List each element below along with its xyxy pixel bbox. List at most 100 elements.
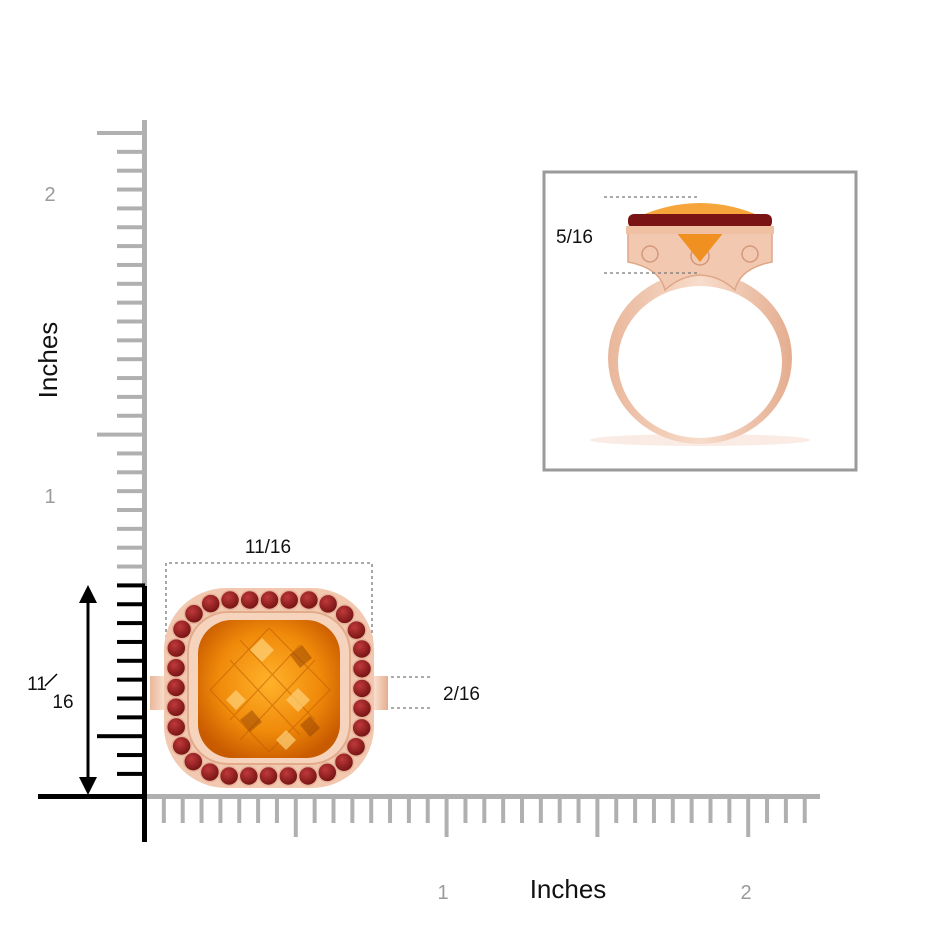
- vertical-ruler-tick: [117, 376, 145, 381]
- vertical-ruler-tick: [117, 545, 145, 550]
- horizontal-ruler-tick: [651, 797, 656, 823]
- horizontal-ruler-tick: [331, 797, 336, 823]
- vertical-ruler-tick: [117, 244, 145, 249]
- horizontal-ruler-major-tick: [746, 797, 751, 837]
- halo-ruby: [165, 716, 187, 738]
- vertical-ruler-tick: [117, 187, 145, 192]
- horizontal-ruler-tick: [350, 797, 355, 823]
- horizontal-ruler-major-tick: [444, 797, 449, 837]
- horizontal-ruler-tick: [199, 797, 204, 823]
- halo-ruby: [199, 761, 221, 783]
- halo-ruby: [317, 593, 339, 615]
- vertical-ruler-tick: [117, 583, 145, 588]
- horizontal-ruler-tick: [482, 797, 487, 823]
- halo-ruby: [165, 657, 187, 679]
- vertical-ruler-tick: [117, 771, 145, 776]
- horizontal-ruler-tick: [708, 797, 713, 823]
- vertical-ruler-tick: [117, 715, 145, 720]
- halo-ruby: [238, 765, 260, 787]
- baseline-horizontal: [38, 794, 146, 799]
- halo-ruby: [278, 765, 299, 787]
- horizontal-ruler-tick: [576, 797, 581, 823]
- horizontal-ruler: [145, 794, 820, 837]
- halo-ruby: [278, 589, 300, 611]
- vertical-ruler-tick: [117, 225, 145, 230]
- horizontal-ruler-tick: [538, 797, 543, 823]
- vertical-ruler-tick: [117, 338, 145, 343]
- ring-band-inner: [618, 286, 782, 438]
- vertical-ruler-tick: [117, 489, 145, 494]
- band-width-dimension: [385, 676, 430, 709]
- baseline-vertical: [142, 586, 147, 842]
- citrine-shadows: [240, 645, 320, 737]
- horizontal-ruler-tick: [237, 797, 242, 823]
- y-tick-label-2: 2: [44, 184, 55, 206]
- horizontal-ruler-tick: [783, 797, 788, 823]
- side-halo-row: [628, 214, 772, 228]
- vertical-ruler-tick: [117, 413, 145, 418]
- halo-ruby: [165, 697, 187, 718]
- vertical-ruler-tick: [117, 621, 145, 626]
- horizontal-ruler-tick: [274, 797, 279, 823]
- halo-ruby: [219, 589, 241, 611]
- vertical-ruler-tick: [117, 281, 145, 286]
- citrine-checkerboard-facets: [209, 627, 331, 753]
- horizontal-ruler-tick: [670, 797, 675, 823]
- vertical-ruler-tick: [117, 526, 145, 531]
- halo-ruby: [171, 735, 192, 757]
- vertical-ruler-tick: [117, 394, 145, 399]
- citrine-highlights: [226, 638, 310, 750]
- vertical-ruler-tick: [117, 753, 145, 758]
- halo-ruby: [239, 589, 260, 611]
- height-dimension-arrow: [79, 585, 97, 795]
- y-axis-title: Inches: [33, 322, 63, 399]
- halo-ruby: [351, 678, 373, 699]
- halo-ruby: [351, 638, 373, 660]
- vertical-ruler-tick: [117, 696, 145, 701]
- side-height-dimension: [604, 196, 700, 274]
- halo-ruby-stones: [165, 589, 373, 787]
- vertical-ruler-tick: [117, 508, 145, 512]
- vertical-ruler-tick: [117, 658, 145, 663]
- halo-ruby: [346, 619, 367, 641]
- side-height-label: 5/16: [556, 227, 593, 248]
- vertical-ruler-tick: [117, 357, 145, 362]
- halo-ruby: [345, 736, 367, 757]
- halo-ruby: [259, 589, 280, 611]
- halo-ruby: [183, 751, 204, 772]
- vertical-ruler-major-tick: [97, 131, 145, 135]
- horizontal-ruler-tick: [557, 797, 562, 823]
- side-bezel-band: [626, 226, 774, 234]
- horizontal-ruler-tick: [406, 797, 411, 823]
- halo-ruby: [351, 658, 373, 679]
- halo-ruby: [334, 604, 355, 625]
- horizontal-ruler-major-tick: [595, 797, 600, 837]
- ring-top-view: [150, 588, 388, 788]
- x-axis-title: Inches: [530, 874, 607, 904]
- halo-ruby: [171, 619, 193, 640]
- horizontal-ruler-tick: [614, 797, 619, 823]
- vertical-ruler-major-tick: [97, 734, 145, 739]
- vertical-ruler-tick: [117, 677, 145, 682]
- vertical-ruler-tick: [117, 470, 145, 475]
- horizontal-ruler-major-tick: [293, 797, 298, 837]
- vertical-ruler-tick: [117, 168, 145, 173]
- height-label-denominator: 16: [52, 692, 73, 713]
- horizontal-ruler-tick: [256, 797, 261, 823]
- horizontal-ruler-tick: [520, 797, 524, 823]
- x-tick-label-2: 2: [740, 882, 751, 904]
- halo-ruby: [351, 697, 373, 719]
- horizontal-ruler-tick: [369, 797, 374, 823]
- y-tick-label-1: 1: [44, 486, 55, 508]
- x-tick-label-1: 1: [437, 882, 448, 904]
- vertical-ruler-tick: [117, 639, 145, 644]
- horizontal-ruler-tick: [463, 797, 468, 823]
- horizontal-ruler-tick: [633, 797, 638, 823]
- vertical-ruler: [97, 120, 147, 842]
- height-label-fraction-bar: [44, 673, 58, 687]
- center-citrine-stone: [198, 620, 340, 758]
- horizontal-ruler-tick: [501, 797, 506, 823]
- horizontal-ruler-tick: [180, 797, 185, 823]
- halo-ruby: [351, 717, 372, 739]
- halo-ruby: [218, 765, 240, 787]
